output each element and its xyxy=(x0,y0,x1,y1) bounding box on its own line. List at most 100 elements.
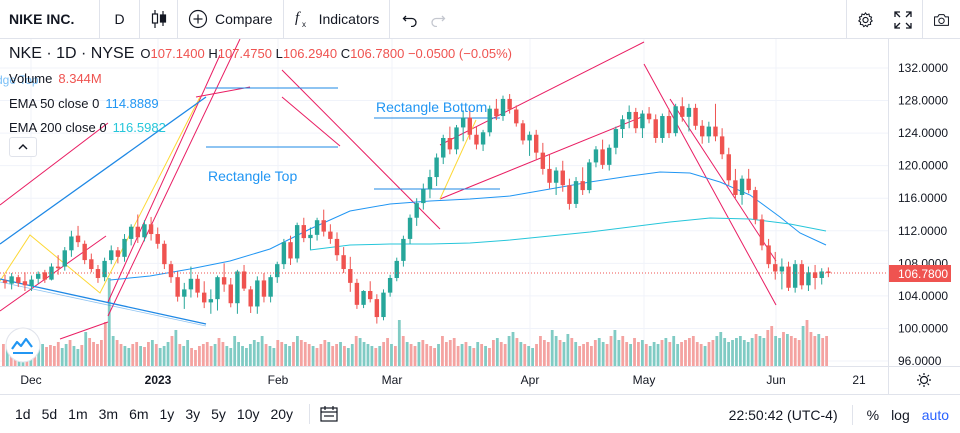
rectangle-top-label[interactable]: Rectangle Top xyxy=(208,168,297,184)
volume-bar xyxy=(452,338,456,366)
candle-body xyxy=(474,134,479,145)
time-tick-label: 21 xyxy=(852,373,866,387)
candle-body xyxy=(447,137,453,150)
rectangle-bottom-label[interactable]: Rectangle Bottom xyxy=(376,99,487,115)
candle-body xyxy=(255,280,260,307)
interval-button[interactable]: D xyxy=(100,0,140,39)
svg-text:f: f xyxy=(295,10,301,26)
candle-body xyxy=(547,168,552,183)
range-button-5y[interactable]: 5y xyxy=(211,406,226,422)
volume-bar xyxy=(248,344,252,366)
volume-bar xyxy=(229,348,233,366)
symbol-title[interactable]: NKE · 1D · NYSE xyxy=(9,45,135,62)
trend-line xyxy=(59,321,109,340)
price-tick-label: 116.0000 xyxy=(898,191,947,205)
symbol-search[interactable]: NIKE INC. xyxy=(0,0,100,39)
volume-bar xyxy=(370,346,374,366)
volume-bar xyxy=(213,344,217,366)
range-button-1m[interactable]: 1m xyxy=(68,406,88,422)
candle-body xyxy=(527,134,532,141)
undo-icon[interactable] xyxy=(402,11,418,27)
volume-bar xyxy=(386,338,389,366)
legend-ema50[interactable]: EMA 50 close 0 114.8889 xyxy=(9,96,159,111)
volume-bar xyxy=(88,338,92,366)
volume-bar xyxy=(190,348,193,366)
volume-bar xyxy=(409,344,413,366)
fullscreen-button[interactable] xyxy=(884,0,922,39)
volume-bar xyxy=(245,348,248,366)
range-button-1y[interactable]: 1y xyxy=(159,406,175,422)
volume-bar xyxy=(676,344,680,366)
candle-body xyxy=(779,266,785,272)
candle-body xyxy=(235,271,240,304)
redo-icon[interactable] xyxy=(430,11,446,27)
price-axis: 132.0000 128.0000 124.0000 120.0000 116.0000… xyxy=(898,61,948,368)
chart-type-button[interactable] xyxy=(140,0,178,39)
volume-bar xyxy=(750,338,754,366)
settings-button[interactable] xyxy=(846,0,884,39)
volume-bar xyxy=(425,344,429,366)
auto-toggle[interactable]: auto xyxy=(921,406,949,423)
trend-line xyxy=(0,96,207,245)
candle-body xyxy=(128,226,134,239)
volume-bar xyxy=(797,340,801,366)
volume-bar xyxy=(770,326,774,366)
range-button-3m[interactable]: 3m xyxy=(98,406,119,422)
price-chart[interactable]: Rectangle Top Rectangle Bottom dge Top 1… xyxy=(0,39,960,394)
volume-bar xyxy=(707,342,711,366)
range-button-10y[interactable]: 10y xyxy=(236,406,260,422)
volume-bar xyxy=(566,334,570,366)
percent-toggle[interactable]: % xyxy=(866,406,880,423)
range-button-6m[interactable]: 6m xyxy=(129,406,149,422)
high-label: H xyxy=(208,46,218,61)
volume-bar xyxy=(299,340,303,366)
range-button-3y[interactable]: 3y xyxy=(185,406,201,422)
chart-area[interactable]: Rectangle Top Rectangle Bottom dge Top 1… xyxy=(0,39,960,394)
change-value: −0.0500 (−0.05%) xyxy=(407,46,513,61)
volume-bar xyxy=(37,342,41,366)
volume-bar xyxy=(233,336,237,366)
chart-grid xyxy=(0,39,888,366)
candle-body xyxy=(753,190,758,220)
volume-bar xyxy=(719,332,723,366)
candle-body xyxy=(374,299,380,318)
candle-body xyxy=(553,170,559,183)
volume-bar xyxy=(789,336,793,366)
legend-collapse-button[interactable] xyxy=(9,137,37,157)
volume-bar xyxy=(260,336,264,366)
volume-bar xyxy=(738,336,742,366)
snapshot-button[interactable] xyxy=(922,0,960,39)
legend-header: NKE · 1D · NYSE O107.1400 H107.4750 L106… xyxy=(9,45,512,63)
candle-body xyxy=(109,250,114,261)
range-button-5d[interactable]: 5d xyxy=(41,406,58,422)
time-axis-settings-icon[interactable] xyxy=(917,373,931,387)
tradingview-logo[interactable] xyxy=(5,327,41,363)
volume-bar xyxy=(597,338,601,366)
range-button-20y[interactable]: 20y xyxy=(270,406,294,422)
trend-line xyxy=(643,63,777,306)
legend-volume[interactable]: Volume 8.344M xyxy=(9,71,102,86)
candle-body xyxy=(22,281,28,286)
candle-body xyxy=(301,225,306,239)
volume-bar xyxy=(476,342,480,366)
volume-bar xyxy=(742,340,746,366)
volume-bar xyxy=(433,348,436,366)
log-toggle[interactable]: log xyxy=(891,406,910,423)
volume-bar xyxy=(186,340,190,366)
range-button-1d[interactable]: 1d xyxy=(15,406,31,422)
plus-circle-icon xyxy=(188,9,208,29)
clock[interactable]: 22:50:42 (UTC-4) xyxy=(728,406,838,423)
compare-button[interactable]: Compare xyxy=(178,0,284,39)
volume-label: Volume xyxy=(9,71,53,86)
date-range-button[interactable] xyxy=(319,406,338,422)
trend-line xyxy=(107,39,241,317)
volume-bar xyxy=(652,342,656,366)
candle-body xyxy=(786,266,791,288)
legend-ema200[interactable]: EMA 200 close 0 116.5982 xyxy=(9,120,166,135)
volume-bar xyxy=(601,342,605,366)
volume-bar xyxy=(303,342,307,366)
volume-bar xyxy=(284,344,288,366)
volume-bar xyxy=(346,348,350,366)
indicators-button[interactable]: f x Indicators xyxy=(284,0,391,39)
volume-bar xyxy=(456,346,460,366)
